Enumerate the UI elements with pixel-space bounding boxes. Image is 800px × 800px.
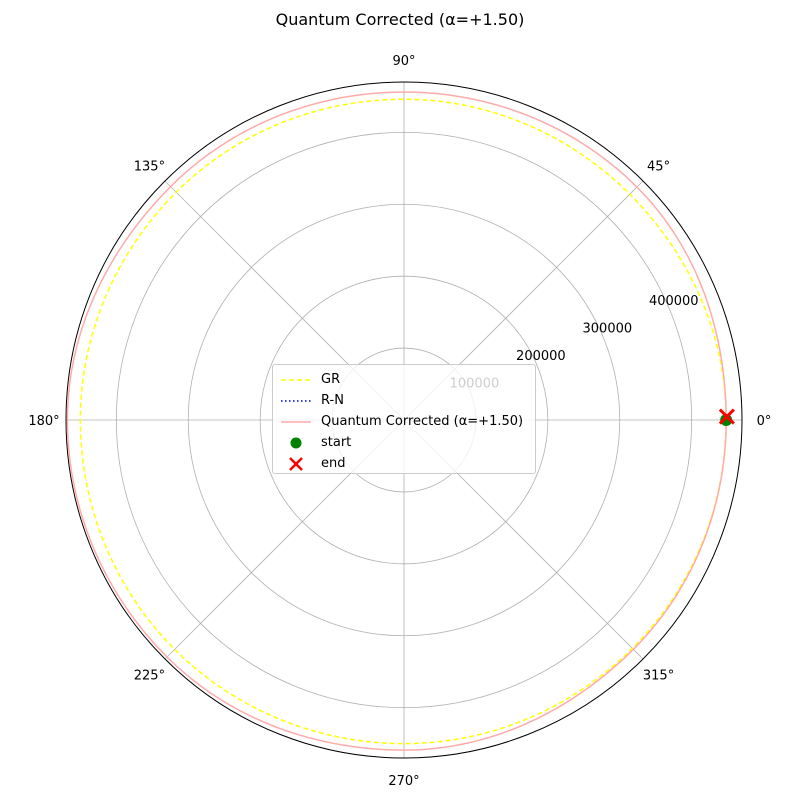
series-line-0 — [79, 98, 727, 745]
legend-item-gr: GR — [281, 369, 527, 390]
legend-item-quantum: Quantum Corrected (α=+1.50) — [281, 411, 527, 432]
legend-item-start: start — [281, 432, 527, 453]
legend-label-gr: GR — [321, 372, 341, 387]
legend-item-end: end — [281, 453, 527, 474]
label-layer: 0°45°90°135°180°225°270°315°100000200000… — [28, 54, 771, 789]
polar-spine — [65, 81, 743, 759]
theta-tick-label-7: 315° — [643, 669, 674, 684]
legend-line-quantum — [281, 420, 311, 423]
legend: GR R-N Quantum Corrected (α=+1.50) start… — [272, 364, 536, 474]
r-tick-label-3: 400000 — [649, 294, 699, 309]
r-tick-label-1: 200000 — [516, 349, 566, 364]
theta-tick-label-4: 180° — [28, 414, 59, 429]
marker-end — [718, 408, 735, 425]
series-layer — [66, 91, 727, 751]
legend-label-end: end — [321, 456, 346, 471]
marker-layer — [718, 408, 735, 426]
legend-marker-start — [290, 437, 302, 448]
legend-label-quantum: Quantum Corrected (α=+1.50) — [321, 414, 524, 429]
legend-label-rn: R-N — [321, 393, 344, 408]
theta-tick-label-6: 270° — [388, 774, 419, 789]
legend-label-start: start — [321, 435, 352, 450]
legend-line-gr — [281, 378, 311, 381]
chart-title: Quantum Corrected (α=+1.50) — [275, 10, 525, 29]
legend-item-rn: R-N — [281, 390, 527, 411]
series-line-2 — [66, 91, 727, 751]
legend-marker-end — [289, 456, 303, 471]
legend-line-rn — [281, 399, 311, 402]
theta-tick-label-5: 225° — [134, 669, 165, 684]
theta-tick-label-2: 90° — [392, 54, 415, 69]
theta-tick-label-3: 135° — [134, 159, 165, 174]
theta-tick-label-0: 0° — [757, 414, 772, 429]
theta-tick-label-1: 45° — [647, 159, 670, 174]
r-tick-label-2: 300000 — [583, 321, 633, 336]
